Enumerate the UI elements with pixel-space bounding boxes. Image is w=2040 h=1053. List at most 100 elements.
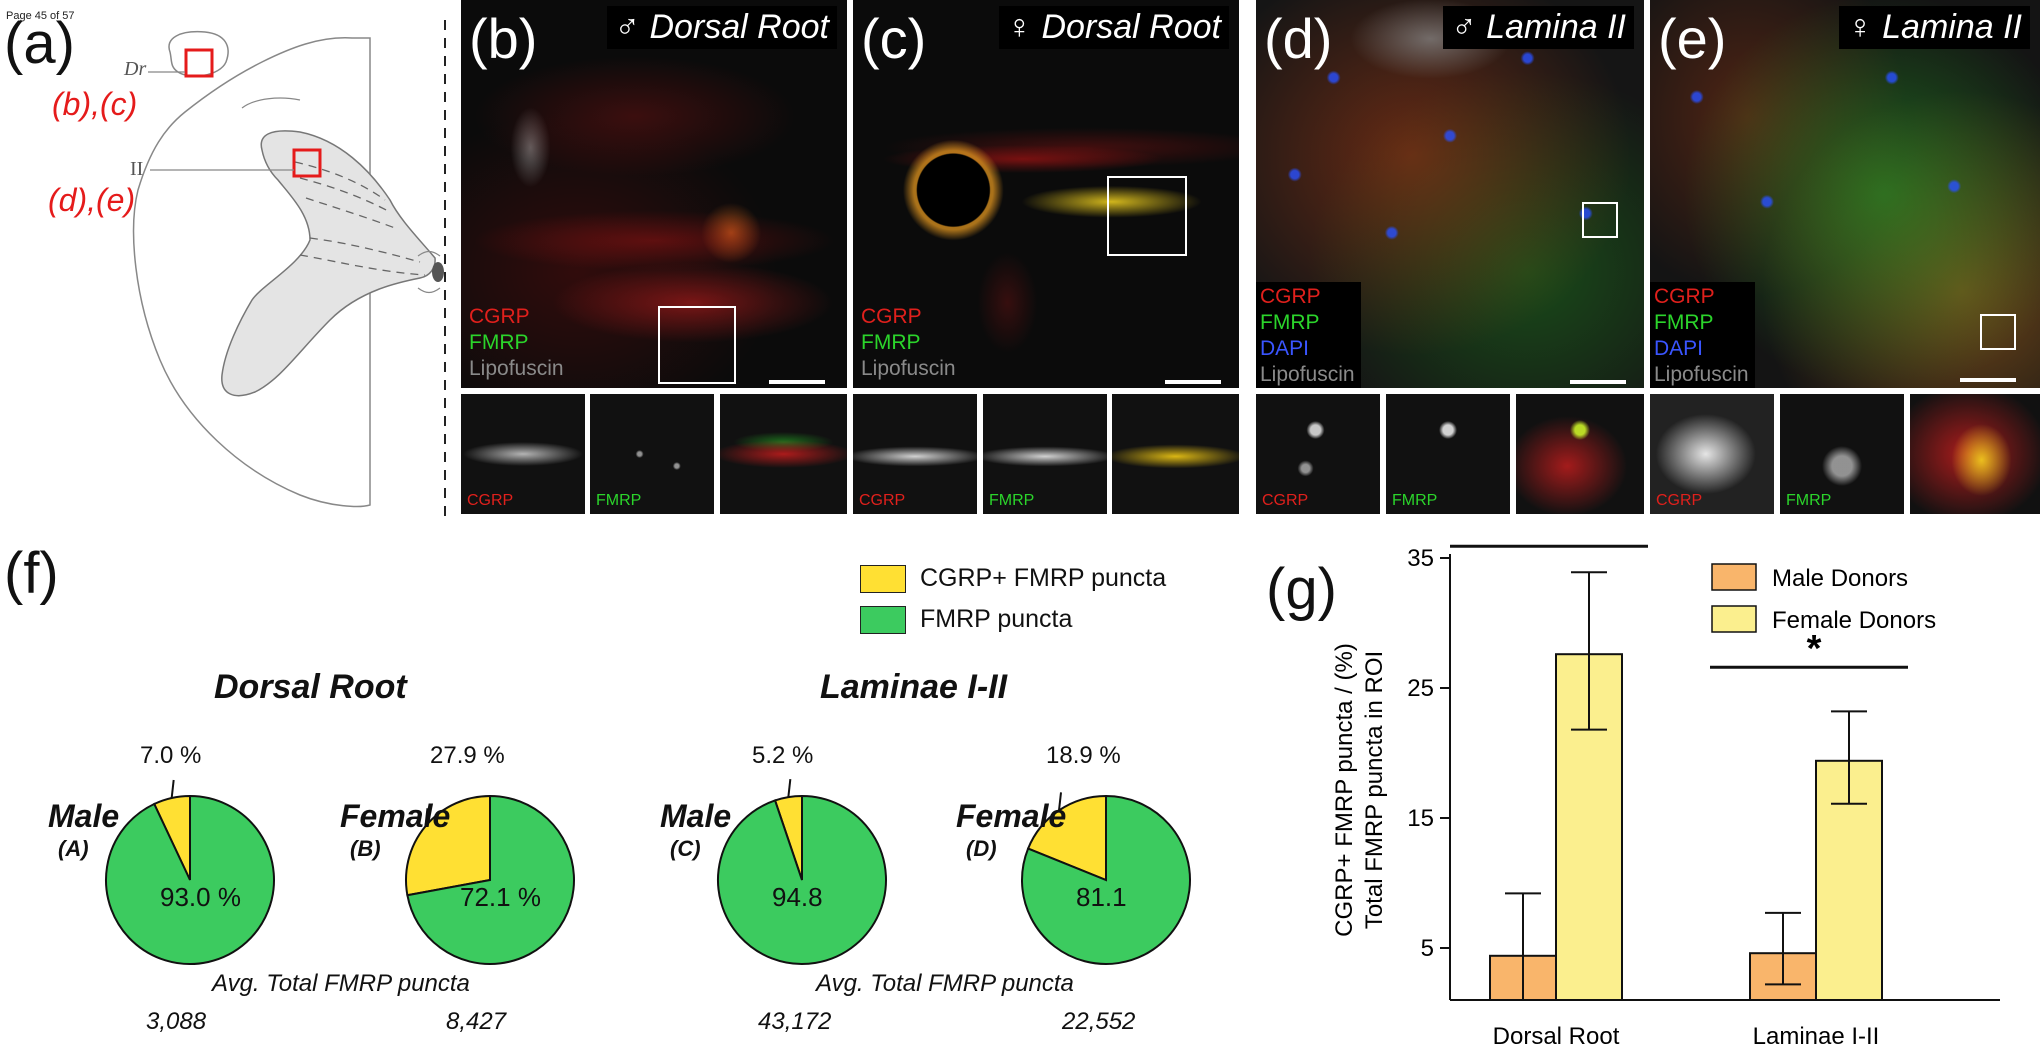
legend-item-fmrp: FMRP puncta: [860, 605, 1166, 634]
roi-box: [1582, 202, 1618, 238]
pie-slice-fmrp: [406, 794, 575, 965]
panel-f-letter: (f): [4, 541, 59, 606]
bc-label: (b),(c): [52, 86, 138, 122]
dr-label: Dr: [124, 58, 147, 80]
thumb-d-cgrp: CGRP: [1256, 394, 1380, 514]
y-tick-label: 15: [1407, 805, 1434, 832]
pie-sub-label: (A): [58, 836, 89, 861]
roi-box: [658, 306, 736, 384]
channel-legend: CGRP FMRP Lipofuscin: [861, 305, 956, 380]
pie-charts: [105, 779, 1191, 965]
pie-sex-label: Female: [956, 798, 1067, 834]
pie-slice-fmrp: [1021, 794, 1191, 965]
scale-bar: [1960, 378, 2016, 382]
thumb-b-cgrp: CGRP: [461, 394, 585, 514]
de-label: (d),(e): [48, 182, 136, 218]
micro-panel-d: (d) ♂ Lamina II CGRP FMRP DAPI Lipofusci…: [1256, 0, 1644, 388]
pie-sub-label: (C): [670, 836, 701, 861]
pie-total-label: 8,427: [446, 1008, 507, 1035]
ii-label: II: [130, 158, 144, 180]
spinal-cord-schematic: [132, 20, 446, 520]
micro-panel-e: (e) ♀ Lamina II CGRP FMRP DAPI Lipofusci…: [1650, 0, 2040, 388]
significance-star: *: [1807, 628, 1822, 670]
panel-letter: (e): [1658, 7, 1727, 70]
thumb-e-cgrp: CGRP: [1650, 394, 1774, 514]
thumb-c-cgrp: CGRP: [853, 394, 977, 514]
roi-box: [1107, 176, 1187, 256]
channel-legend: CGRP FMRP Lipofuscin: [469, 305, 564, 380]
channel-legend: CGRP FMRP DAPI Lipofuscin: [1256, 282, 1361, 388]
pie-3: [717, 779, 887, 965]
micro-panel-c: (c) ♀ Dorsal Root CGRP FMRP Lipofuscin: [853, 0, 1239, 388]
pie-sex-label: Male: [48, 798, 120, 834]
panel-letter: (b): [469, 7, 538, 70]
pie-total-label: 3,088: [146, 1008, 207, 1035]
legend-label: Female Donors: [1772, 607, 1936, 634]
y-tick-label: 25: [1407, 675, 1434, 702]
pie-major-label: 94.8: [772, 882, 823, 912]
thumb-b-fmrp: FMRP: [590, 394, 714, 514]
pie-slice-fmrp: [717, 794, 887, 965]
panel-title: ♂ Lamina II: [1443, 6, 1634, 49]
pie-total-label: 22,552: [1062, 1008, 1136, 1035]
pie-major-label: 81.1: [1076, 882, 1127, 912]
thumb-e-merge: [1910, 394, 2040, 514]
group-title-dorsal-root: Dorsal Root: [214, 668, 407, 706]
pie-minor-label: 27.9 %: [430, 742, 505, 769]
footer-dorsal: Avg. Total FMRP puncta: [212, 970, 470, 997]
page-mark: Page 45 of 57: [6, 10, 75, 22]
y-axis-label: CGRP+ FMRP puncta / (%): [1331, 643, 1358, 937]
bar-chart: 5 15 25 35 CGRP+ FMRP puncta / (%) Total FMRP…: [1331, 540, 2000, 1050]
pie-sex-label: Male: [660, 798, 732, 834]
legend-label: Male Donors: [1772, 565, 1908, 592]
y-axis-label: Total FMRP puncta in ROI: [1361, 651, 1388, 929]
pie-major-label: 93.0 %: [160, 882, 241, 912]
pie-minor-label: 18.9 %: [1046, 742, 1121, 769]
pie-sub-label: (B): [350, 836, 381, 861]
pie-minor-label: 5.2 %: [752, 742, 814, 769]
legend-item-cgrp: CGRP+ FMRP puncta: [860, 564, 1166, 593]
scale-bar: [1165, 380, 1221, 384]
legend-swatch: [860, 605, 906, 634]
thumb-b-merge: [720, 394, 847, 514]
roi-box: [1980, 314, 2016, 350]
pie-tick: [170, 779, 175, 799]
x-tick-label: Laminae I-II: [1753, 1023, 1880, 1050]
footer-laminae: Avg. Total FMRP puncta: [816, 970, 1074, 997]
thumb-d-merge: [1516, 394, 1644, 514]
micro-panel-b: (b) ♂ Dorsal Root CGRP FMRP Lipofuscin: [461, 0, 847, 388]
y-tick-label: 35: [1407, 545, 1434, 572]
roi-box-dr: [184, 48, 214, 78]
legend-swatch: [860, 564, 906, 593]
scale-bar: [1570, 380, 1626, 384]
pie-total-label: 43,172: [758, 1008, 832, 1035]
thumb-e-fmrp: FMRP: [1780, 394, 1904, 514]
pie-slice-fmrp: [105, 794, 275, 965]
thumb-c-merge: [1112, 394, 1239, 514]
panel-g-letter: (g): [1266, 557, 1337, 622]
pie-sub-label: (D): [966, 836, 997, 861]
scale-bar: [769, 380, 825, 384]
pie-sex-label: Female: [340, 798, 451, 834]
roi-box-ii: [292, 148, 322, 178]
y-tick-label: 5: [1421, 935, 1434, 962]
panel-a-letter: (a): [4, 11, 75, 76]
panel-letter: (c): [861, 7, 927, 70]
panel-title: ♀ Lamina II: [1839, 6, 2030, 49]
grey-matter: [221, 130, 436, 397]
channel-legend: CGRP FMRP DAPI Lipofuscin: [1650, 282, 1755, 388]
thumb-c-fmrp: FMRP: [983, 394, 1107, 514]
panel-title: ♂ Dorsal Root: [606, 6, 837, 49]
pie-legend: CGRP+ FMRP puncta FMRP puncta: [860, 564, 1166, 634]
drg-outline: [168, 30, 229, 77]
panel-letter: (d): [1264, 7, 1333, 70]
x-tick-label: Dorsal Root: [1493, 1023, 1620, 1050]
significance-star: *: [1547, 540, 1562, 549]
pie-tick: [424, 808, 429, 827]
pie-tick: [787, 779, 792, 798]
group-title-laminae: Laminae I-II: [820, 668, 1008, 706]
legend-swatch: [1711, 605, 1757, 633]
legend-swatch: [1711, 563, 1757, 591]
pie-tick: [1058, 792, 1062, 811]
pie-4: [1021, 792, 1191, 965]
